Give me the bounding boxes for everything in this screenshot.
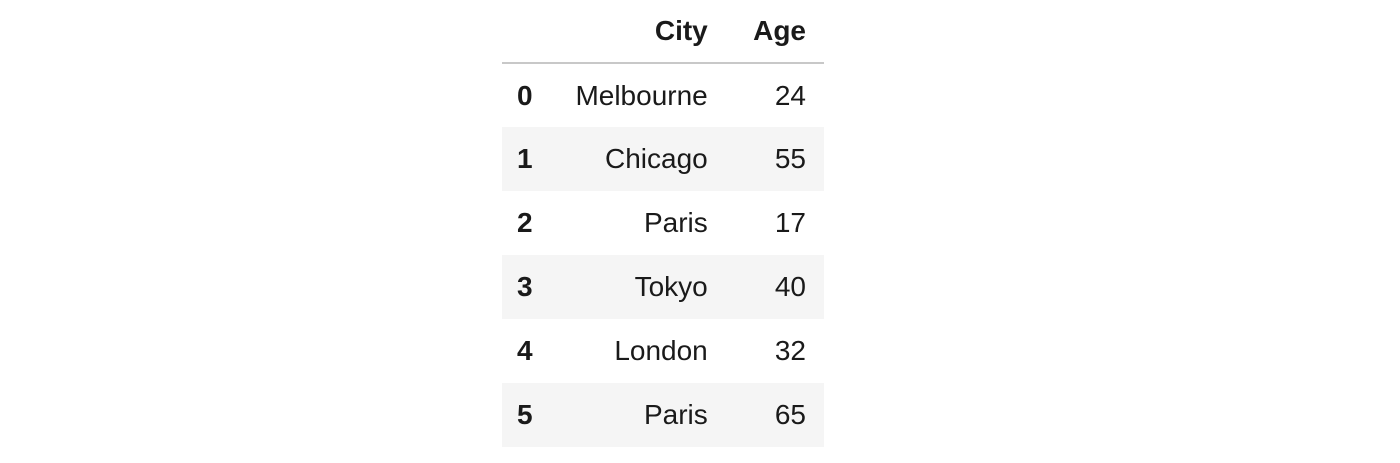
city-cell: London [614,335,708,366]
city-cell: Chicago [605,143,708,174]
age-cell: 65 [774,399,806,430]
city-cell: Melbourne [575,79,708,111]
column-header-city: City [654,15,708,46]
row-index: 0 [517,79,533,111]
table-header: City Age [502,0,824,63]
row-index: 3 [517,271,533,302]
row-index: 2 [517,207,533,238]
header-row: City Age [502,0,824,63]
table-row: 2 Paris 17 [502,191,824,255]
table-row: 3 Tokyo 40 [502,255,824,319]
dataframe-table: City Age 0 Melbourne 24 1 Chicago 55 2 P… [502,0,824,447]
city-cell: Paris [643,399,708,430]
age-cell: 55 [774,143,806,174]
age-cell: 24 [774,79,806,111]
table-row: 4 London 32 [502,319,824,383]
age-cell: 17 [774,207,806,238]
column-header-age: Age [753,15,806,46]
table-row: 0 Melbourne 24 [502,63,824,127]
age-cell: 32 [774,335,806,366]
table-row: 5 Paris 65 [502,383,824,447]
row-index: 1 [517,143,533,174]
row-index: 5 [517,399,533,430]
row-index: 4 [517,335,533,366]
age-cell: 40 [774,271,806,302]
city-cell: Paris [643,207,708,238]
table-body: 0 Melbourne 24 1 Chicago 55 2 Paris 17 3… [502,63,824,447]
table-row: 1 Chicago 55 [502,127,824,191]
city-cell: Tokyo [634,271,708,302]
index-column-header [502,0,548,63]
